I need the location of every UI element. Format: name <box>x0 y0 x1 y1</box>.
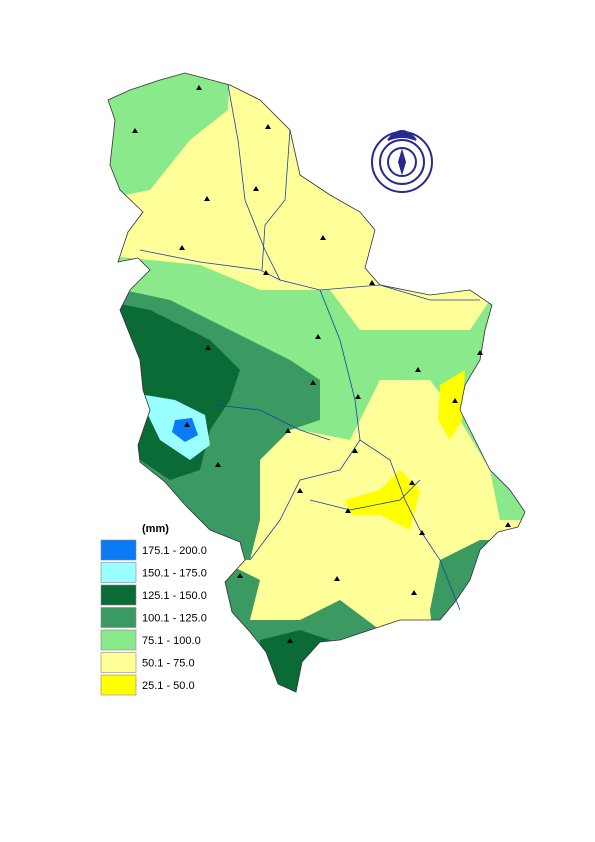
legend-swatch <box>100 584 137 606</box>
legend-swatch <box>100 652 137 673</box>
legend-label: 175.1 - 200.0 <box>142 545 207 557</box>
legend-swatch <box>100 674 137 696</box>
legend-swatch <box>100 539 137 561</box>
legend-swatch <box>100 629 137 651</box>
legend-title: (mm) <box>142 523 169 535</box>
rivers <box>139 84 480 611</box>
legend-label: 75.1 - 100.0 <box>142 635 201 647</box>
legend-swatch <box>100 562 137 583</box>
legend-label: 125.1 - 150.0 <box>142 590 207 602</box>
legend: (mm) 175.1 - 200.0 150.1 - 175.0 125.1 - 1… <box>100 523 207 696</box>
legend-label: 50.1 - 75.0 <box>142 657 195 669</box>
legend-label: 150.1 - 175.0 <box>142 567 207 579</box>
legend-label: 25.1 - 50.0 <box>142 680 195 692</box>
legend-swatch <box>100 607 137 628</box>
legend-label: 100.1 - 125.0 <box>142 612 207 624</box>
logo <box>371 130 433 193</box>
